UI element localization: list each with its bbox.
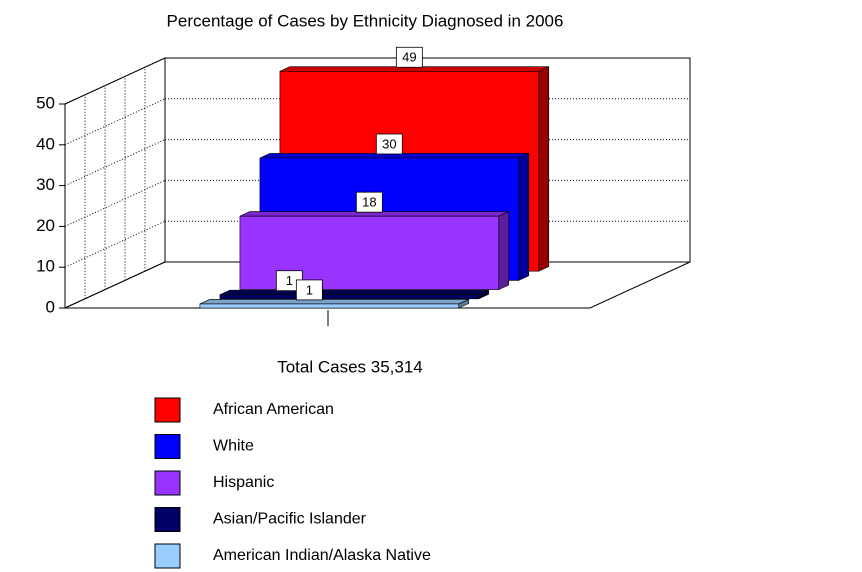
grid-line — [64, 98, 166, 146]
legend-label: Asian/Pacific Islander — [213, 511, 367, 528]
x-tick-label: Total Cases 35,314 — [277, 357, 423, 376]
value-label: 30 — [382, 136, 396, 151]
grid-line — [64, 139, 166, 187]
bar-front — [219, 294, 480, 300]
legend-label: White — [213, 438, 254, 455]
bar-side — [518, 152, 530, 281]
value-label: 1 — [286, 273, 293, 288]
legend-label: African American — [213, 401, 334, 418]
bar — [239, 211, 510, 291]
legend-swatch — [154, 470, 181, 496]
y-tick-label: 40 — [36, 134, 55, 153]
legend-swatch — [154, 543, 181, 569]
bar-side — [498, 211, 510, 291]
grid-line — [64, 220, 166, 268]
value-label: 18 — [362, 195, 376, 210]
grid-line — [64, 57, 166, 105]
value-label: 49 — [402, 50, 416, 65]
value-label-box — [395, 46, 423, 68]
legend-swatch — [154, 507, 181, 532]
grid-line — [64, 179, 166, 227]
y-tick-label: 50 — [36, 93, 55, 112]
chart-title: Percentage of Cases by Ethnicity Diagnos… — [167, 11, 564, 30]
grid-line — [64, 261, 166, 309]
bar-top — [219, 289, 489, 296]
value-label: 1 — [306, 282, 313, 297]
bar-side — [538, 66, 550, 272]
y-tick-label: 20 — [36, 216, 55, 235]
legend-swatch — [154, 397, 181, 423]
value-label-box — [295, 279, 323, 301]
legend-swatch — [154, 434, 181, 459]
y-tick-label: 10 — [36, 257, 55, 276]
legend-label: American Indian/Alaska Native — [213, 547, 431, 564]
bar-top — [199, 299, 469, 305]
legend-label: Hispanic — [213, 474, 274, 491]
bar-front — [199, 303, 460, 309]
value-label-box — [375, 133, 403, 155]
bar — [199, 298, 470, 309]
y-tick-label: 30 — [36, 175, 55, 194]
bar-front — [239, 215, 500, 290]
y-tick-label: 0 — [46, 297, 55, 316]
bar — [219, 289, 490, 300]
value-label-box — [355, 191, 383, 213]
